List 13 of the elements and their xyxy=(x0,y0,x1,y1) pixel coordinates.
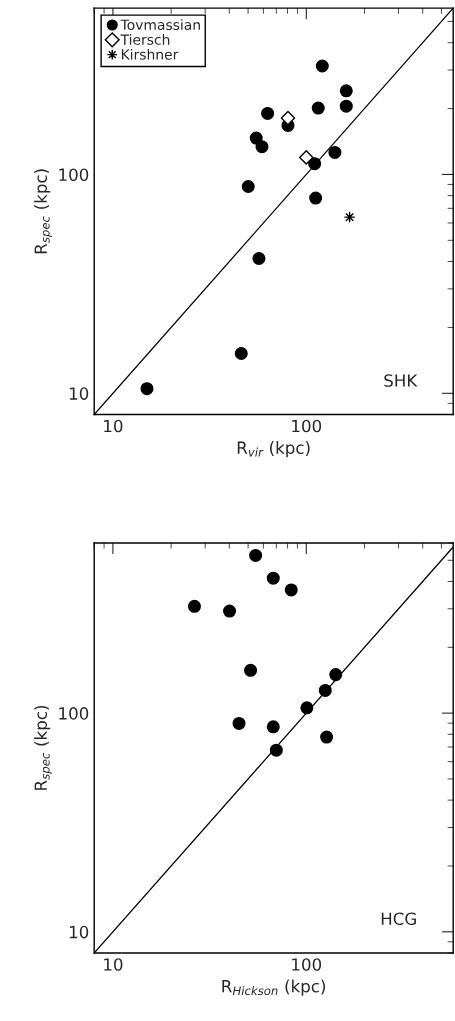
annotation: SHK xyxy=(384,374,418,387)
y-tick-label: 100 xyxy=(59,707,89,720)
legend-label: Kirshner xyxy=(121,48,179,60)
y-tick-label: 10 xyxy=(69,925,89,939)
y-axis-title: R$_{spec}$ (kpc) xyxy=(34,169,52,254)
legend-label: Tiersch xyxy=(120,34,170,45)
x-axis-title: R$_{vir}$ (kpc) xyxy=(237,441,310,458)
y-tick-label: 100 xyxy=(59,168,89,182)
legend-label: Tovmassian xyxy=(120,19,200,31)
x-axis-title: R$_{Hickson}$ (kpc) xyxy=(222,979,326,996)
annotation: HCG xyxy=(381,912,416,926)
y-tick-label: 10 xyxy=(69,387,89,400)
y-axis-title: R$_{spec}$ (kpc) xyxy=(34,705,52,790)
